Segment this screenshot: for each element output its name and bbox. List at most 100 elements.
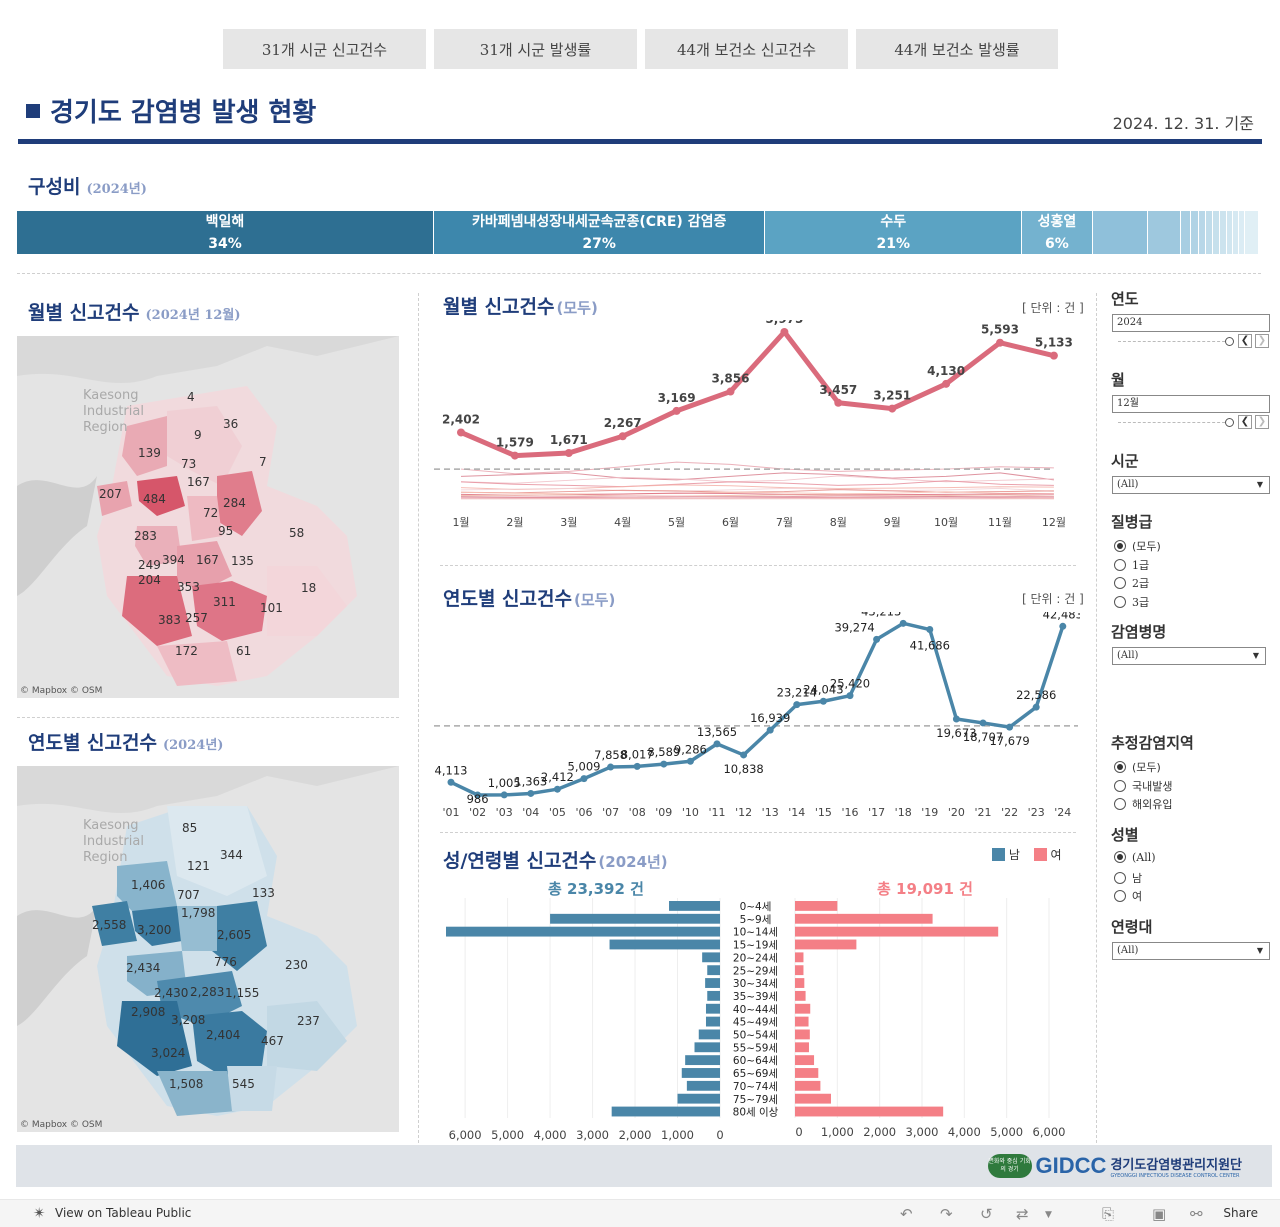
yearly-point[interactable]: [660, 760, 668, 768]
month-prev-button[interactable]: ❮: [1238, 415, 1252, 429]
composition-segment-small[interactable]: [1245, 211, 1259, 254]
pyramid-bar-female[interactable]: [795, 978, 805, 988]
monthly-point[interactable]: [888, 404, 897, 413]
pyramid-bar-male[interactable]: [707, 990, 720, 1001]
yearly-point[interactable]: [1059, 622, 1067, 630]
pyramid-bar-male[interactable]: [694, 1042, 720, 1053]
radio-grade-0[interactable]: (모두): [1114, 538, 1161, 554]
yearly-point[interactable]: [1006, 723, 1014, 731]
composition-segment[interactable]: 카바페넴내성장내세균속균종(CRE) 감염증 27%: [433, 211, 766, 254]
pyramid-bar-male[interactable]: [707, 965, 720, 976]
tab-center-count[interactable]: 44개 보건소 신고건수: [645, 29, 848, 69]
tab-center-rate[interactable]: 44개 보건소 발생률: [856, 29, 1058, 69]
pyramid-bar-male[interactable]: [550, 913, 720, 924]
composition-bar[interactable]: 백일해 34% 카바페넴내성장내세균속균종(CRE) 감염증 27% 수두 21% 성홍열 6…: [17, 211, 1259, 254]
month-next-button[interactable]: ❯: [1255, 415, 1269, 429]
month-input[interactable]: 12월: [1112, 395, 1270, 413]
year-input[interactable]: 2024: [1112, 314, 1270, 332]
chevron-down-icon[interactable]: ▼: [1045, 1210, 1052, 1220]
pyramid-bar-female[interactable]: [795, 1042, 809, 1053]
yearly-point[interactable]: [740, 751, 748, 759]
fullscreen-icon[interactable]: ▣: [1152, 1205, 1167, 1223]
redo-icon[interactable]: ↷: [940, 1205, 953, 1223]
city-select[interactable]: (All) ▼: [1112, 476, 1270, 494]
view-on-tableau-link[interactable]: View on Tableau Public: [55, 1206, 192, 1220]
age-select[interactable]: (All) ▼: [1112, 942, 1270, 960]
yearly-point[interactable]: [846, 692, 854, 700]
share-icon[interactable]: ⚯: [1190, 1205, 1203, 1223]
monthly-point[interactable]: [780, 327, 789, 336]
composition-segment-small[interactable]: [1227, 211, 1234, 254]
monthly-chart[interactable]: 2,402 1,579 1,671 2,267 3,169 3,856 5,975 3,457…: [430, 320, 1080, 535]
pyramid-bar-female[interactable]: [795, 990, 806, 1001]
yearly-point[interactable]: [979, 719, 987, 727]
monthly-point[interactable]: [510, 451, 519, 460]
pyramid-bar-female[interactable]: [795, 1080, 821, 1091]
composition-segment-small[interactable]: [1206, 211, 1214, 254]
composition-segment[interactable]: 수두 21%: [765, 211, 1023, 254]
radio-circle-icon[interactable]: [1114, 798, 1126, 810]
pyramid-bar-male[interactable]: [609, 939, 720, 950]
composition-segment[interactable]: 성홍열 6%: [1022, 211, 1093, 254]
radio-sex-2[interactable]: 여: [1114, 888, 1142, 904]
pyramid-bar-male[interactable]: [681, 1068, 720, 1078]
pyramid-bar-male[interactable]: [705, 1016, 720, 1027]
composition-segment[interactable]: 백일해 34%: [17, 211, 434, 254]
pyramid-bar-female[interactable]: [795, 1093, 831, 1104]
pyramid-bar-male[interactable]: [705, 1003, 720, 1014]
monthly-point[interactable]: [618, 432, 627, 441]
radio-circle-icon[interactable]: [1114, 761, 1126, 773]
radio-circle-icon[interactable]: [1114, 595, 1126, 608]
yearly-point[interactable]: [686, 757, 694, 765]
year-next-button[interactable]: ❯: [1255, 334, 1269, 348]
tab-city-rate[interactable]: 31개 시군 발생률: [434, 29, 637, 69]
revert-icon[interactable]: ↺: [980, 1205, 993, 1223]
map-monthly[interactable]: 4 36 9 139 73 7 167 207 484 284 72 95 58 283 394 167 135…: [17, 336, 399, 698]
composition-segment-small[interactable]: [1199, 211, 1207, 254]
composition-segment-small[interactable]: [1213, 211, 1221, 254]
pyramid-bar-female[interactable]: [795, 965, 804, 976]
radio-circle-icon[interactable]: [1114, 558, 1126, 571]
radio-sex-1[interactable]: 남: [1114, 870, 1142, 886]
composition-segment-small[interactable]: [1147, 211, 1182, 254]
tab-city-count[interactable]: 31개 시군 신고건수: [223, 29, 426, 69]
yearly-point[interactable]: [793, 701, 801, 709]
pyramid-bar-male[interactable]: [677, 1093, 720, 1104]
pyramid-bar-female[interactable]: [795, 1055, 815, 1066]
radio-circle-icon[interactable]: [1114, 540, 1126, 552]
yearly-point[interactable]: [580, 775, 588, 783]
yearly-point[interactable]: [952, 715, 960, 723]
radio-grade-2[interactable]: 2급: [1114, 575, 1149, 591]
map-yearly[interactable]: 85 344 121 1,406 707 133 1,798 2,558 3,200 2,605 2…: [17, 766, 399, 1132]
disease-select[interactable]: (All) ▼: [1112, 647, 1266, 665]
pyramid-bar-female[interactable]: [795, 1003, 811, 1014]
composition-segment-small[interactable]: [1233, 211, 1240, 254]
pyramid-bar-female[interactable]: [795, 1016, 809, 1027]
download-icon[interactable]: ⎘: [1102, 1205, 1115, 1223]
radio-grade-1[interactable]: 1급: [1114, 557, 1149, 573]
pyramid-bar-male[interactable]: [686, 1080, 720, 1091]
pyramid-bar-male[interactable]: [705, 978, 720, 988]
pyramid-bar-male[interactable]: [698, 1029, 720, 1040]
radio-circle-icon[interactable]: [1114, 851, 1126, 863]
pyramid-bar-male[interactable]: [702, 952, 720, 963]
pyramid-bar-male[interactable]: [611, 1106, 720, 1117]
refresh-icon[interactable]: ⇄: [1016, 1205, 1029, 1223]
year-slider[interactable]: [1118, 337, 1234, 347]
slider-knob[interactable]: [1225, 418, 1234, 427]
yearly-point[interactable]: [873, 635, 881, 643]
undo-icon[interactable]: ↶: [900, 1205, 913, 1223]
composition-segment-small[interactable]: [1092, 211, 1148, 254]
monthly-point[interactable]: [672, 406, 681, 415]
radio-grade-3[interactable]: 3급: [1114, 594, 1149, 610]
yearly-point[interactable]: [1032, 703, 1040, 711]
year-prev-button[interactable]: ❮: [1238, 334, 1252, 348]
pyramid-bar-female[interactable]: [795, 901, 838, 911]
radio-circle-icon[interactable]: [1114, 890, 1126, 902]
pyramid-bar-female[interactable]: [795, 1068, 819, 1078]
monthly-point[interactable]: [1049, 351, 1058, 360]
yearly-point[interactable]: [713, 740, 721, 748]
pyramid-bar-female[interactable]: [795, 1106, 944, 1117]
yearly-point[interactable]: [899, 619, 907, 627]
yearly-point[interactable]: [500, 791, 508, 799]
